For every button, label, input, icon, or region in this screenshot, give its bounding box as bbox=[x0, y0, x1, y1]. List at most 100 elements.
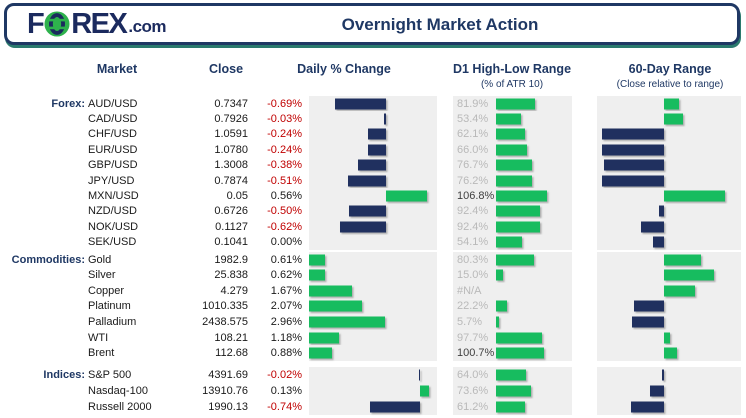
d1-range-cell: 76.7% bbox=[453, 157, 572, 173]
table-row: Commodities: Gold 1982.9 0.61% 80.3% bbox=[0, 252, 741, 268]
market-label: GBP/USD bbox=[88, 159, 138, 172]
daily-change-value: 1.18% bbox=[270, 331, 302, 344]
daily-change-bar bbox=[309, 269, 325, 281]
market-label: Silver bbox=[88, 269, 116, 282]
daily-change-bar bbox=[385, 190, 427, 202]
d1-range-bar-area bbox=[496, 283, 572, 299]
d1-range-bar-area bbox=[496, 173, 572, 188]
sixty-day-range-cell bbox=[597, 157, 741, 173]
d1-range-cell: 61.2% bbox=[453, 398, 572, 415]
d1-range-bar bbox=[496, 332, 543, 344]
daily-change-value: 0.56% bbox=[270, 190, 302, 203]
page-title: Overnight Market Action bbox=[341, 15, 539, 34]
d1-range-bar bbox=[496, 385, 531, 396]
sixty-day-range-bar bbox=[640, 221, 664, 233]
daily-change-value: 0.88% bbox=[270, 347, 302, 360]
d1-range-bar-area bbox=[496, 330, 572, 346]
close-value: 0.7874 bbox=[214, 174, 248, 187]
daily-change-chart-cell bbox=[309, 172, 437, 189]
sixty-day-range-cell bbox=[597, 382, 741, 399]
daily-change-value: -0.74% bbox=[267, 400, 302, 413]
d1-range-cell: 80.3% bbox=[453, 252, 572, 268]
close-value: 1982.9 bbox=[214, 253, 248, 266]
sixty-day-range-bar bbox=[661, 369, 664, 380]
d1-range-label: 100.7% bbox=[457, 347, 495, 360]
market-label: WTI bbox=[88, 331, 109, 344]
d1-range-cell: 53.4% bbox=[453, 111, 572, 127]
d1-range-label: 76.2% bbox=[457, 174, 489, 187]
table-row: EUR/USD 1.0780 -0.24% 66.0% bbox=[0, 142, 741, 158]
d1-range-label: #N/A bbox=[457, 284, 482, 297]
d1-range-bar-area bbox=[496, 299, 572, 315]
close-value: 13910.76 bbox=[202, 384, 248, 397]
d1-range-bar bbox=[496, 144, 528, 156]
sixty-day-range-bar bbox=[602, 128, 664, 140]
daily-change-chart-cell bbox=[309, 219, 437, 235]
column-header-close: Close bbox=[208, 62, 244, 76]
daily-change-chart-cell bbox=[309, 96, 437, 112]
market-label: Palladium bbox=[88, 316, 137, 329]
daily-change-bar bbox=[309, 347, 332, 359]
d1-range-cell: 66.0% bbox=[453, 142, 572, 158]
daily-change-chart-cell bbox=[309, 267, 437, 284]
daily-change-value: -0.03% bbox=[267, 113, 302, 126]
sixty-day-range-bar bbox=[633, 300, 664, 312]
d1-range-bar-area bbox=[496, 235, 572, 250]
d1-range-label: 5.7% bbox=[457, 316, 483, 329]
d1-range-label: 22.2% bbox=[457, 300, 489, 313]
sixty-day-range-cell bbox=[597, 283, 741, 299]
d1-range-cell: 97.7% bbox=[453, 329, 572, 346]
sixty-day-range-bar bbox=[664, 347, 678, 359]
daily-change-value: -0.69% bbox=[267, 97, 302, 110]
table-row: Brent 112.68 0.88% 100.7% bbox=[0, 345, 741, 361]
daily-change-chart-cell bbox=[309, 126, 437, 143]
market-label: Brent bbox=[88, 347, 115, 360]
column-subheader-60day-range: (Close relative to range) bbox=[616, 79, 724, 90]
column-header-market: Market bbox=[96, 62, 138, 76]
d1-range-cell: 22.2% bbox=[453, 298, 572, 315]
daily-change-bar bbox=[309, 254, 325, 266]
column-header-daily-change: Daily % Change bbox=[297, 62, 391, 76]
d1-range-bar bbox=[496, 205, 540, 217]
d1-range-label: 73.6% bbox=[457, 384, 489, 397]
d1-range-bar bbox=[496, 347, 544, 359]
table-row: Nasdaq-100 13910.76 0.13% 73.6% bbox=[0, 382, 741, 399]
daily-change-value: 0.13% bbox=[270, 384, 302, 397]
d1-range-label: 76.7% bbox=[457, 159, 489, 172]
daily-change-bar bbox=[368, 128, 386, 140]
daily-change-bar bbox=[309, 316, 385, 328]
market-label: AUD/USD bbox=[88, 97, 138, 110]
d1-range-cell: 106.8% bbox=[453, 188, 572, 204]
close-value: 1.0591 bbox=[214, 128, 248, 141]
daily-change-chart-cell bbox=[309, 398, 437, 415]
market-group: Forex: AUD/USD 0.7347 -0.69% 81.9% CAD/USD 0.7… bbox=[0, 96, 741, 250]
daily-change-bar bbox=[340, 221, 386, 233]
forex-o-icon bbox=[44, 11, 70, 37]
d1-range-label: 62.1% bbox=[457, 128, 489, 141]
sixty-day-range-cell bbox=[597, 142, 741, 158]
close-value: 4.279 bbox=[220, 284, 248, 297]
table-row: Russell 2000 1990.13 -0.74% 61.2% bbox=[0, 398, 741, 415]
d1-range-bar bbox=[496, 113, 522, 125]
d1-range-label: 106.8% bbox=[457, 190, 495, 203]
d1-range-bar bbox=[496, 369, 527, 380]
market-label: S&P 500 bbox=[88, 368, 132, 381]
sixty-day-range-cell bbox=[597, 267, 741, 284]
daily-change-value: -0.02% bbox=[267, 368, 302, 381]
d1-range-label: 81.9% bbox=[457, 97, 489, 110]
market-label: Copper bbox=[88, 284, 125, 297]
table-row: Palladium 2438.575 2.96% 5.7% bbox=[0, 314, 741, 330]
close-value: 0.7926 bbox=[214, 113, 248, 126]
daily-change-bar bbox=[420, 385, 429, 396]
sixty-day-range-bar bbox=[602, 175, 664, 187]
close-value: 2438.575 bbox=[202, 316, 248, 329]
daily-change-chart-cell bbox=[309, 252, 437, 268]
sixty-day-range-bar bbox=[664, 285, 696, 297]
d1-range-bar-area bbox=[496, 367, 572, 383]
d1-range-bar-area bbox=[496, 399, 572, 415]
d1-range-bar-area bbox=[496, 142, 572, 157]
logo-text-tld: .com bbox=[128, 16, 167, 36]
sixty-day-range-bar bbox=[653, 236, 664, 248]
sixty-day-range-cell bbox=[597, 298, 741, 315]
